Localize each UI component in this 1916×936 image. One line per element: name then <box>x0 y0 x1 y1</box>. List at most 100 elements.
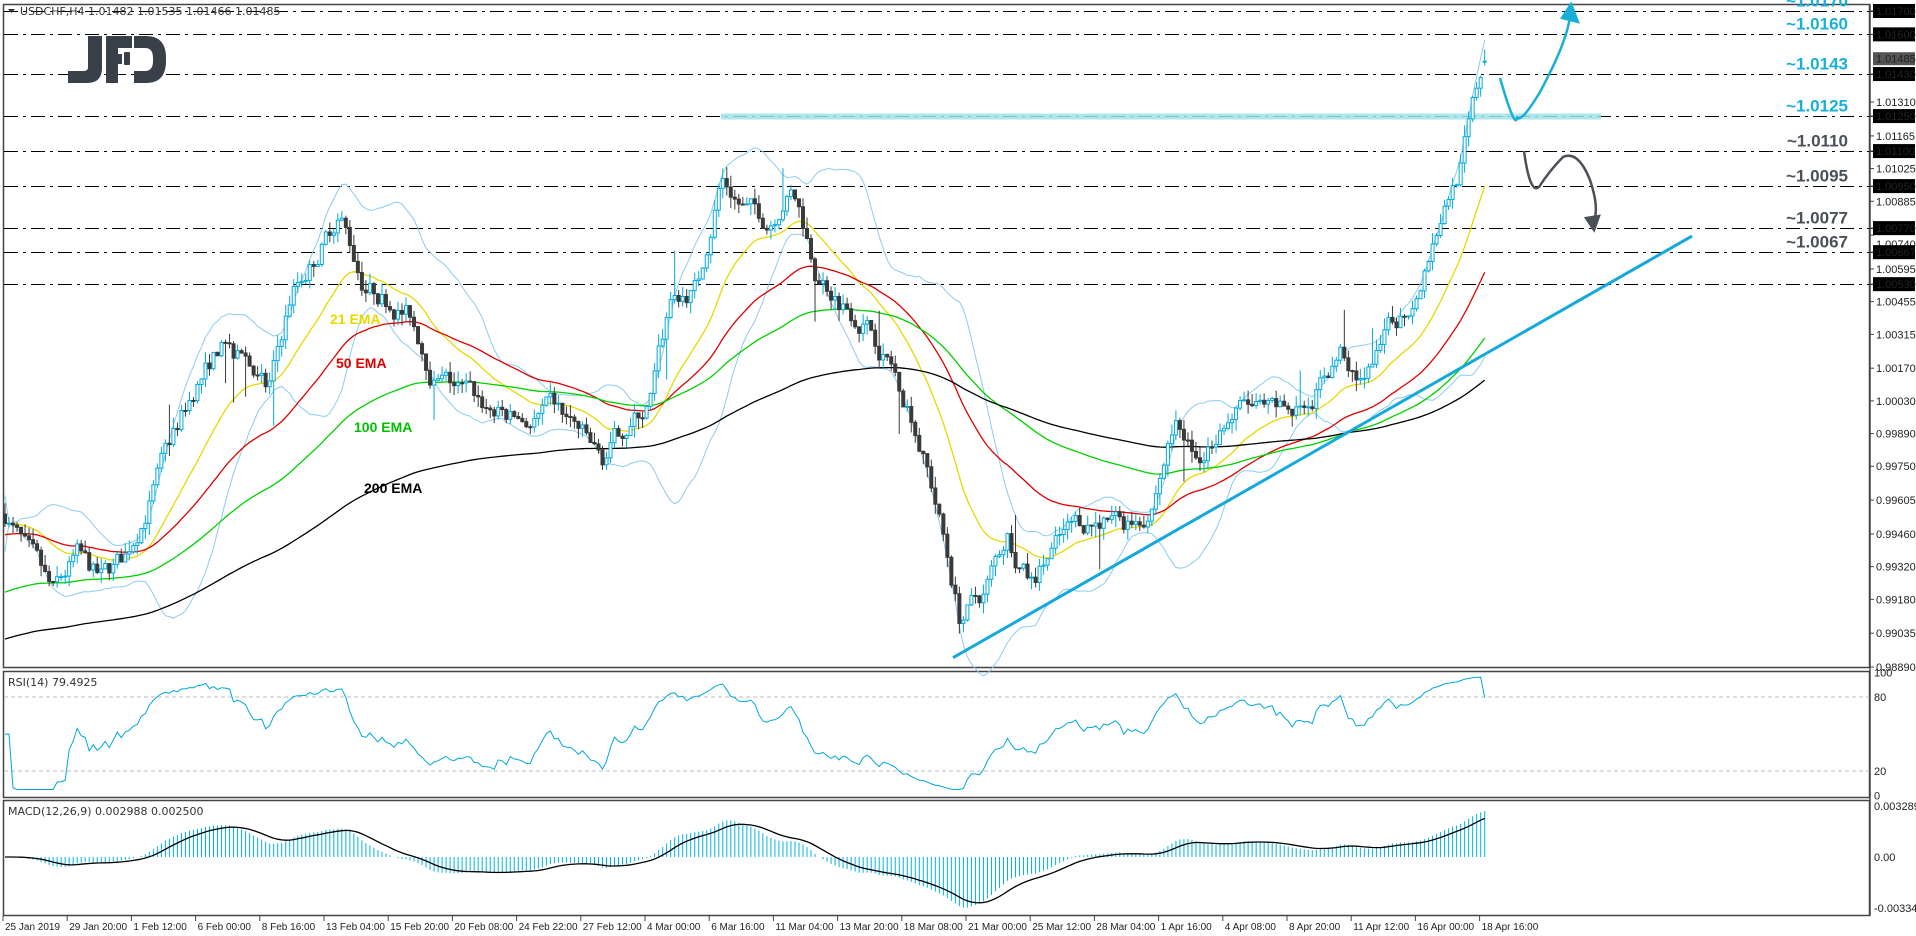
candle <box>456 371 461 394</box>
candle <box>227 333 232 349</box>
candle <box>576 420 581 439</box>
candle <box>1462 125 1467 173</box>
candle-body <box>1009 533 1014 554</box>
candle-body <box>612 428 617 444</box>
candle-body <box>1378 343 1383 352</box>
candle-body <box>211 351 216 370</box>
candle <box>43 555 48 573</box>
candle <box>1254 393 1259 409</box>
candle-body <box>15 524 20 528</box>
candle-body <box>299 280 304 283</box>
candle <box>544 396 549 407</box>
candle-body <box>1338 346 1343 361</box>
price-axis[interactable]: 1.01700 1.01600 1.01430 1.01310 1.01250 1.011… <box>1870 4 1916 674</box>
candle-body <box>664 316 669 340</box>
candle-body <box>1386 316 1391 331</box>
candle-body <box>921 450 926 455</box>
candle-body <box>740 203 745 206</box>
candle-body <box>1177 420 1182 430</box>
candle <box>913 419 918 443</box>
candle-body <box>1097 522 1102 529</box>
candle <box>1390 306 1395 325</box>
candle-body <box>1041 564 1046 567</box>
candle-body <box>1037 565 1042 583</box>
price-label-bg <box>1873 221 1915 236</box>
candle-body <box>327 231 332 236</box>
candle <box>1041 554 1046 575</box>
candle-body <box>1025 563 1030 579</box>
candle <box>652 362 657 401</box>
candle-body <box>1418 290 1423 300</box>
candle <box>740 196 745 206</box>
candle-body <box>183 409 188 412</box>
ema200-label: 200 EMA <box>364 480 422 496</box>
candle <box>1037 558 1042 591</box>
candle-body <box>1278 400 1283 408</box>
ema21-label: 21 EMA <box>330 311 381 327</box>
candle-body <box>720 178 725 189</box>
candle <box>1270 396 1275 404</box>
candle <box>1073 511 1078 528</box>
candle-body <box>387 306 392 311</box>
price-tick-label: 1.01310 <box>1876 97 1916 109</box>
candle-body <box>648 393 653 408</box>
candle-body <box>1061 528 1066 535</box>
candle <box>696 271 701 286</box>
candle-body <box>596 443 601 451</box>
candle <box>331 229 336 244</box>
candle-body <box>99 568 104 573</box>
candle-body <box>869 320 874 331</box>
candle <box>412 310 417 332</box>
candle <box>307 260 312 289</box>
candle <box>608 431 613 464</box>
candle <box>716 183 721 218</box>
candle-body <box>1189 439 1194 452</box>
candle-body <box>243 352 248 357</box>
time-axis[interactable]: 25 Jan 2019 29 Jan 20:00 1 Feb 12:00 6 Feb … <box>2 916 1539 933</box>
candle <box>323 229 328 246</box>
dropdown-arrow-icon[interactable] <box>8 9 15 13</box>
candle <box>756 195 761 223</box>
candle-body <box>564 413 569 418</box>
candle <box>885 353 890 361</box>
candle <box>560 402 565 423</box>
candle <box>468 371 473 383</box>
candle-body <box>1286 405 1291 410</box>
candle-body <box>247 355 252 367</box>
candle-body <box>993 555 998 567</box>
candle-body <box>857 326 862 334</box>
candle <box>35 539 40 552</box>
candle-body <box>552 392 557 405</box>
candle <box>1081 525 1086 536</box>
candle-body <box>1045 558 1050 566</box>
current-price-label: 1.01485 <box>1876 54 1916 66</box>
candle <box>1342 309 1347 362</box>
time-tick-label: 18 Mar 08:00 <box>904 922 963 933</box>
candle <box>857 326 862 343</box>
candle <box>1218 423 1223 446</box>
candle-body <box>1354 370 1359 381</box>
trendline[interactable] <box>952 234 1693 659</box>
candle-body <box>568 416 573 419</box>
candle <box>977 594 982 608</box>
candle-body <box>307 264 312 281</box>
candle <box>1009 525 1014 558</box>
candle <box>1438 213 1443 238</box>
candle <box>1402 314 1407 327</box>
candle <box>199 378 204 394</box>
candle-body <box>51 580 56 583</box>
candle-body <box>1334 359 1339 367</box>
candle <box>1049 542 1054 560</box>
candle <box>339 211 344 222</box>
candle-body <box>412 316 417 328</box>
time-tick-label: 1 Apr 16:00 <box>1161 922 1213 933</box>
candle-body <box>67 561 72 577</box>
macd-tick-label: -0.003344 <box>1874 903 1916 915</box>
candle-body <box>399 309 404 315</box>
time-tick-label: 25 Jan 2019 <box>5 922 60 933</box>
candle <box>1358 368 1363 385</box>
candle <box>869 320 874 332</box>
candle-body <box>323 231 328 245</box>
candle-body <box>680 295 685 302</box>
candle <box>1201 451 1206 473</box>
